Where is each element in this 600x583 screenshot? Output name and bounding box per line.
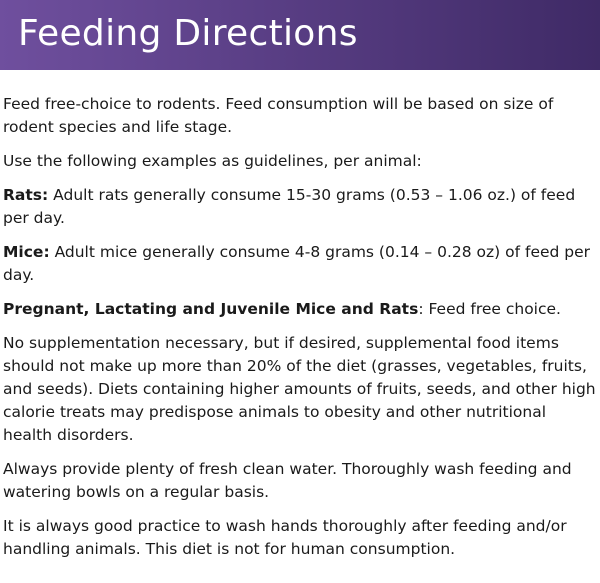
rats-paragraph: Rats: Adult rats generally consume 15-30… <box>3 184 597 230</box>
mice-paragraph: Mice: Adult mice generally consume 4-8 g… <box>3 241 597 287</box>
mice-text: Adult mice generally consume 4-8 grams (… <box>3 243 591 284</box>
pregnant-paragraph: Pregnant, Lactating and Juvenile Mice an… <box>3 298 597 321</box>
pregnant-text: : Feed free choice. <box>418 300 561 318</box>
guidelines-paragraph: Use the following examples as guidelines… <box>3 152 422 170</box>
supplementation-paragraph: No supplementation necessary, but if des… <box>3 334 596 444</box>
rats-label: Rats: <box>3 186 49 204</box>
rats-text: Adult rats generally consume 15-30 grams… <box>3 186 576 227</box>
page-title: Feeding Directions <box>18 13 358 54</box>
mice-label: Mice: <box>3 243 50 261</box>
hygiene-paragraph: It is always good practice to wash hands… <box>3 517 567 558</box>
feeding-directions-body: Feed free-choice to rodents. Feed consum… <box>3 93 597 572</box>
water-paragraph: Always provide plenty of fresh clean wat… <box>3 460 572 501</box>
header-banner: Feeding Directions <box>0 0 600 70</box>
pregnant-label: Pregnant, Lactating and Juvenile Mice an… <box>3 300 419 318</box>
intro-paragraph: Feed free-choice to rodents. Feed consum… <box>3 95 554 136</box>
